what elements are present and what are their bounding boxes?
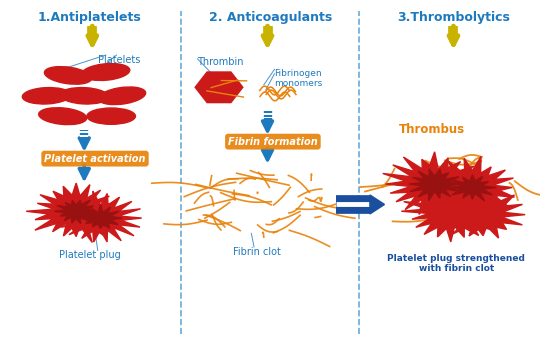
Text: Fibrinogen
monomers: Fibrinogen monomers (275, 69, 323, 88)
Polygon shape (195, 72, 243, 103)
Ellipse shape (39, 108, 86, 124)
Polygon shape (382, 152, 487, 218)
Text: Thrombus: Thrombus (399, 123, 465, 136)
Ellipse shape (60, 88, 108, 104)
Text: 1.Antiplatelets: 1.Antiplatelets (38, 11, 141, 24)
Polygon shape (409, 169, 459, 201)
Ellipse shape (22, 88, 71, 104)
Polygon shape (401, 180, 493, 242)
Ellipse shape (98, 87, 146, 105)
Polygon shape (54, 191, 141, 242)
Polygon shape (26, 183, 121, 242)
Text: 3.Thrombolytics: 3.Thrombolytics (397, 11, 510, 24)
Text: Fibrin clot: Fibrin clot (233, 247, 281, 257)
Text: 2. Anticoagulants: 2. Anticoagulants (208, 11, 332, 24)
Polygon shape (79, 205, 122, 228)
Polygon shape (447, 189, 525, 238)
Polygon shape (370, 195, 385, 214)
Polygon shape (449, 175, 496, 201)
Polygon shape (54, 200, 97, 224)
Ellipse shape (45, 66, 92, 84)
Text: Platelet activation: Platelet activation (44, 153, 146, 164)
Text: Platelet plug: Platelet plug (59, 250, 121, 260)
Polygon shape (428, 157, 515, 217)
Text: Fibrin formation: Fibrin formation (228, 137, 318, 147)
Text: Platelets: Platelets (98, 55, 140, 65)
Text: Thrombin: Thrombin (197, 57, 244, 67)
Text: Platelet plug strengthened
with fibrin clot: Platelet plug strengthened with fibrin c… (387, 254, 525, 273)
Ellipse shape (82, 63, 130, 80)
Ellipse shape (87, 108, 135, 124)
